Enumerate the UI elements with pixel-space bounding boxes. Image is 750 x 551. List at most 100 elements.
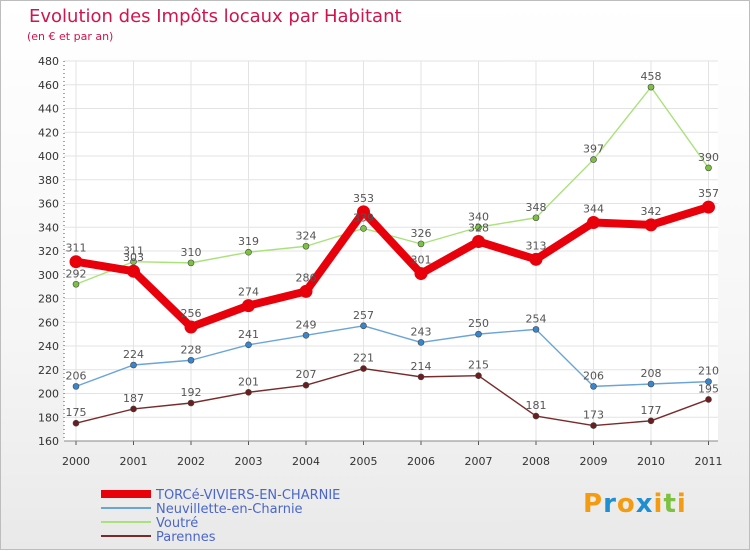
data-label-neuvillette-en-charnie: 243 — [411, 325, 432, 338]
data-point-torc-viviers-en-charnie — [127, 264, 140, 278]
data-label-neuvillette-en-charnie: 254 — [526, 312, 547, 325]
data-label-torc-viviers-en-charnie: 313 — [526, 239, 547, 252]
x-tick-label: 2000 — [62, 455, 90, 468]
y-tick-label: 320 — [38, 245, 59, 258]
data-label-parennes: 195 — [698, 382, 719, 395]
legend-label-voutr-: Voutré — [156, 516, 198, 531]
logo-letter: x — [635, 489, 654, 519]
data-label-neuvillette-en-charnie: 250 — [468, 317, 489, 330]
data-label-voutr-: 340 — [468, 210, 489, 223]
series-line-neuvillette-en-charnie — [75, 325, 710, 388]
data-label-voutr-: 324 — [296, 229, 317, 242]
x-tick-label: 2005 — [350, 455, 378, 468]
data-point-torc-viviers-en-charnie — [184, 320, 198, 334]
series-line-parennes — [75, 367, 710, 427]
data-label-voutr-: 390 — [698, 151, 719, 164]
y-tick-label: 400 — [38, 150, 59, 163]
data-label-parennes: 214 — [411, 360, 432, 373]
y-tick-label: 340 — [38, 221, 59, 234]
data-label-torc-viviers-en-charnie: 344 — [583, 203, 604, 216]
logo-letter: t — [663, 489, 677, 519]
data-label-parennes: 201 — [238, 375, 259, 388]
data-label-parennes: 173 — [583, 409, 604, 422]
logo-letter: i — [653, 489, 664, 519]
data-point-neuvillette-en-charnie — [130, 361, 137, 369]
x-tick-label: 2001 — [120, 455, 148, 468]
data-point-parennes — [532, 412, 540, 420]
y-tick-label: 480 — [38, 55, 59, 68]
chart-title: Evolution des Impôts locaux par Habitant — [29, 6, 402, 27]
data-label-voutr-: 348 — [526, 201, 547, 214]
data-point-neuvillette-en-charnie — [302, 332, 310, 339]
data-label-voutr-: 397 — [583, 143, 604, 156]
data-point-torc-viviers-en-charnie — [644, 218, 658, 232]
data-point-neuvillette-en-charnie — [417, 339, 425, 346]
data-point-voutr- — [72, 280, 80, 288]
data-label-voutr-: 326 — [411, 227, 432, 240]
data-point-voutr- — [417, 240, 425, 248]
y-tick-label: 300 — [38, 269, 59, 282]
data-label-voutr-: 311 — [123, 245, 144, 258]
data-label-torc-viviers-en-charnie: 256 — [181, 307, 202, 320]
data-point-neuvillette-en-charnie — [245, 341, 252, 349]
data-point-voutr- — [360, 225, 367, 232]
y-tick-label: 200 — [38, 388, 59, 401]
data-label-neuvillette-en-charnie: 210 — [698, 365, 719, 378]
data-point-torc-viviers-en-charnie — [702, 200, 715, 214]
data-label-neuvillette-en-charnie: 206 — [66, 369, 87, 382]
data-point-torc-viviers-en-charnie — [69, 255, 83, 269]
data-point-neuvillette-en-charnie — [475, 330, 482, 338]
data-point-torc-viviers-en-charnie — [414, 267, 428, 281]
data-label-torc-viviers-en-charnie: 357 — [698, 187, 719, 200]
data-point-neuvillette-en-charnie — [532, 326, 540, 333]
data-label-neuvillette-en-charnie: 224 — [123, 348, 144, 361]
y-tick-label: 240 — [38, 340, 59, 353]
data-point-parennes — [590, 422, 597, 429]
y-tick-label: 380 — [38, 174, 59, 187]
data-point-neuvillette-en-charnie — [705, 378, 712, 385]
y-tick-label: 260 — [38, 316, 59, 329]
logo-letter: o — [616, 489, 636, 519]
data-point-parennes — [245, 389, 252, 396]
data-label-torc-viviers-en-charnie: 301 — [411, 254, 432, 267]
legend-label-parennes: Parennes — [156, 530, 216, 545]
data-label-torc-viviers-en-charnie: 286 — [296, 271, 317, 284]
data-point-parennes — [187, 399, 195, 407]
data-point-torc-viviers-en-charnie — [529, 252, 543, 266]
x-tick-label: 2008 — [522, 455, 550, 468]
series-line-voutr- — [75, 86, 710, 285]
data-label-neuvillette-en-charnie: 257 — [353, 309, 374, 322]
data-point-voutr- — [475, 223, 482, 231]
x-tick-label: 2010 — [637, 455, 665, 468]
logo-letter: i — [676, 489, 687, 519]
data-point-voutr- — [590, 156, 597, 163]
data-label-parennes: 187 — [123, 392, 144, 405]
data-label-torc-viviers-en-charnie: 328 — [468, 222, 489, 235]
logo-letter: P — [583, 489, 604, 519]
y-tick-label: 420 — [38, 126, 59, 139]
data-point-torc-viviers-en-charnie — [242, 299, 255, 313]
data-point-parennes — [302, 381, 310, 389]
chart-subtitle: (en € et par an) — [27, 30, 114, 43]
y-tick-label: 460 — [38, 79, 59, 92]
data-label-voutr-: 319 — [238, 235, 259, 248]
data-label-voutr-: 310 — [181, 246, 202, 259]
data-point-neuvillette-en-charnie — [187, 356, 195, 364]
data-point-neuvillette-en-charnie — [360, 322, 367, 330]
x-tick-label: 2002 — [177, 455, 205, 468]
data-label-torc-viviers-en-charnie: 311 — [66, 242, 87, 255]
data-point-voutr- — [705, 164, 712, 172]
data-point-neuvillette-en-charnie — [72, 383, 80, 390]
legend-label-neuvillette-en-charnie: Neuvillette-en-Charnie — [156, 502, 303, 517]
data-point-voutr- — [647, 83, 655, 91]
data-label-neuvillette-en-charnie: 206 — [583, 369, 604, 382]
data-point-torc-viviers-en-charnie — [587, 216, 600, 229]
x-tick-label: 2003 — [235, 455, 263, 468]
data-label-parennes: 181 — [526, 399, 547, 412]
data-point-parennes — [417, 373, 425, 381]
data-label-parennes: 177 — [641, 404, 662, 417]
y-tick-label: 440 — [38, 103, 59, 116]
data-point-neuvillette-en-charnie — [590, 383, 597, 390]
y-tick-label: 220 — [38, 364, 59, 377]
